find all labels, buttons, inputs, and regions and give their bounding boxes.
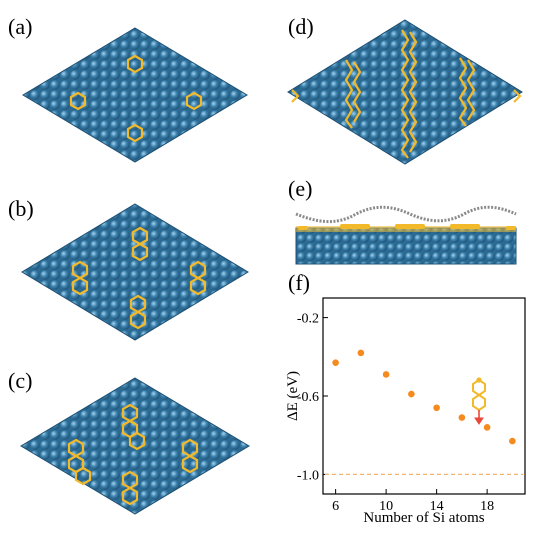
si-cluster-group-c bbox=[67, 403, 199, 506]
panel-label-a: (a) bbox=[8, 14, 33, 39]
si-cluster-group-b bbox=[71, 226, 207, 330]
data-point bbox=[357, 349, 365, 357]
panel-label-e: (e) bbox=[288, 176, 313, 201]
panel-label-b: (b) bbox=[8, 196, 34, 221]
x-tick-label: 6 bbox=[332, 499, 339, 514]
x-axis-label: Number of Si atoms bbox=[363, 510, 484, 526]
inset-molecule-icon bbox=[472, 377, 486, 425]
data-point bbox=[458, 414, 466, 421]
data-point bbox=[509, 437, 516, 445]
si-cluster-group-a bbox=[69, 54, 203, 143]
substrate-slab-a bbox=[22, 27, 248, 163]
x-tick-label: 14 bbox=[430, 499, 444, 514]
y-axis-label: ΔE (eV) bbox=[285, 371, 301, 421]
side-view-slab-e bbox=[295, 226, 517, 265]
data-point bbox=[332, 359, 339, 366]
y-tick-label: -1.0 bbox=[297, 468, 319, 483]
graphene-sheet-e bbox=[295, 205, 517, 224]
data-points bbox=[332, 349, 516, 445]
panel-label-c: (c) bbox=[8, 368, 33, 393]
tick-group: 6 10 14 18 -0.2 -0.6 -1.0 bbox=[297, 312, 494, 514]
panel-label-f: (f) bbox=[288, 270, 310, 295]
substrate-slab-c bbox=[20, 377, 250, 515]
chart-frame bbox=[322, 297, 526, 495]
x-tick-label: 10 bbox=[379, 499, 393, 514]
y-tick-label: -0.2 bbox=[297, 312, 319, 327]
data-point bbox=[433, 404, 440, 412]
panel-label-d: (d) bbox=[288, 14, 314, 39]
si-stripe-group-d bbox=[291, 29, 522, 159]
chart-f: 6 10 14 18 -0.2 -0.6 -1.0 Number of Si atoms Δ… bbox=[285, 297, 526, 526]
data-point bbox=[382, 371, 390, 378]
substrate-slab-d bbox=[287, 19, 523, 165]
si-layer-e bbox=[298, 224, 516, 230]
data-point bbox=[408, 390, 415, 398]
y-tick-label: -0.6 bbox=[297, 390, 319, 405]
x-tick-label: 18 bbox=[480, 499, 494, 514]
substrate-slab-b bbox=[21, 203, 249, 341]
data-point bbox=[483, 424, 491, 431]
